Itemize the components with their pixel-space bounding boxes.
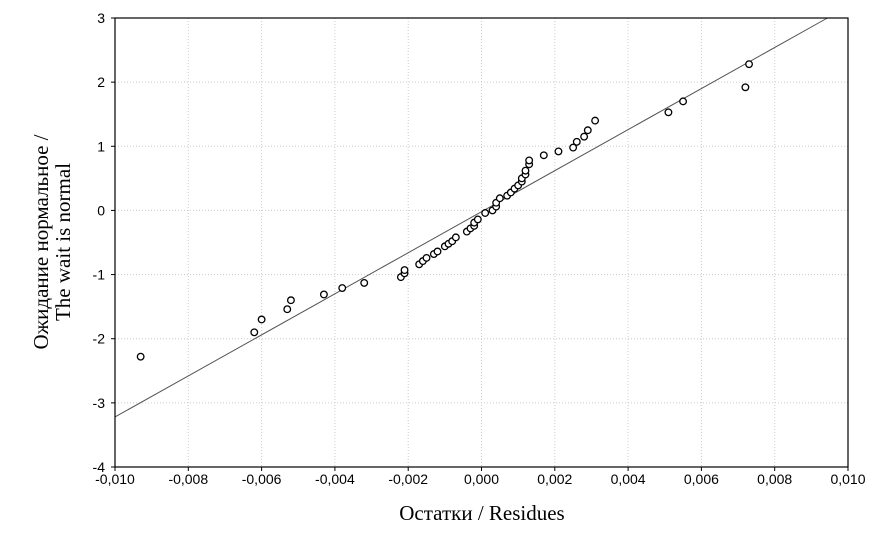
data-point bbox=[360, 278, 369, 287]
y-tick-label: -4 bbox=[93, 459, 106, 475]
data-point bbox=[580, 132, 589, 141]
y-axis-label-line-1: Ожидание нормальное / bbox=[29, 134, 53, 349]
y-axis-label-line-2: The wait is normal bbox=[51, 163, 75, 321]
data-point bbox=[257, 315, 266, 324]
data-point bbox=[679, 97, 688, 106]
data-point bbox=[283, 305, 292, 314]
x-tick-label: -0,008 bbox=[168, 471, 208, 487]
data-point bbox=[433, 247, 442, 256]
y-tick-label: 2 bbox=[97, 74, 105, 90]
data-point bbox=[572, 137, 581, 146]
data-point bbox=[250, 328, 259, 337]
x-axis-label: Остатки / Residues bbox=[399, 501, 564, 525]
x-tick-label: 0,008 bbox=[757, 471, 792, 487]
data-point bbox=[451, 233, 460, 242]
data-point bbox=[539, 151, 548, 160]
x-tick-label: -0,002 bbox=[388, 471, 428, 487]
y-tick-label: 0 bbox=[97, 202, 105, 218]
y-tick-label: 1 bbox=[97, 138, 105, 154]
data-point bbox=[554, 147, 563, 156]
data-point bbox=[591, 116, 600, 125]
data-point bbox=[338, 284, 347, 292]
data-point bbox=[583, 126, 592, 135]
data-point bbox=[286, 296, 295, 305]
data-point bbox=[741, 83, 750, 92]
x-tick-label: -0,004 bbox=[315, 471, 355, 487]
reference-line bbox=[114, 17, 828, 418]
data-points bbox=[136, 60, 753, 361]
plot-frame bbox=[114, 17, 849, 468]
data-point bbox=[400, 266, 409, 275]
data-point bbox=[481, 209, 490, 217]
y-axis-label: Ожидание нормальное / The wait is normal bbox=[29, 134, 75, 349]
data-point bbox=[473, 215, 482, 224]
data-point bbox=[422, 253, 431, 262]
x-tick-label: -0,006 bbox=[242, 471, 282, 487]
x-tick-label: -0,010 bbox=[95, 471, 135, 487]
data-point bbox=[664, 108, 673, 117]
data-point bbox=[136, 352, 145, 361]
data-point bbox=[525, 156, 534, 165]
data-point bbox=[495, 194, 504, 203]
data-point bbox=[745, 60, 753, 69]
x-tick-label: 0,000 bbox=[464, 471, 499, 487]
x-tick-label: 0,006 bbox=[684, 471, 719, 487]
tick-labels: -0,010 -0,008 -0,006 -0,004 -0,002 0,000 0,002… bbox=[93, 10, 866, 487]
data-point bbox=[569, 143, 578, 152]
x-tick-label: 0,010 bbox=[830, 471, 865, 487]
y-tick-label: 3 bbox=[97, 10, 105, 26]
grid bbox=[114, 17, 849, 468]
y-tick-label: -2 bbox=[93, 331, 106, 347]
y-tick-label: -1 bbox=[93, 267, 106, 283]
x-tick-label: 0,002 bbox=[537, 471, 572, 487]
data-point bbox=[319, 290, 328, 299]
x-tick-label: 0,004 bbox=[611, 471, 646, 487]
y-tick-label: -3 bbox=[93, 395, 106, 411]
data-point bbox=[521, 166, 530, 175]
